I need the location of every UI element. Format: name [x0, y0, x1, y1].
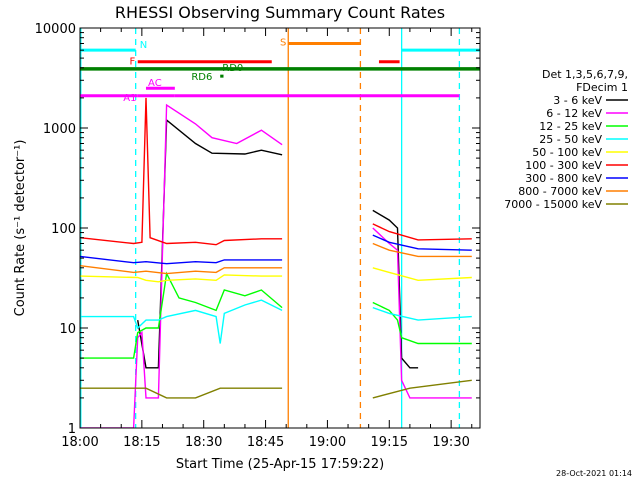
- legend-label-9: 7000 - 15000 keV: [504, 198, 602, 211]
- x-tick-label-7: 19:30: [432, 435, 469, 450]
- series-line-8-segment-2: [372, 242, 472, 258]
- legend-label-3: 12 - 25 keV: [539, 120, 602, 133]
- legend-label-7: 300 - 800 keV: [525, 172, 602, 185]
- series-line-4-segment-2: [372, 306, 472, 321]
- legend-label-4: 25 - 50 keV: [539, 133, 602, 146]
- y-tick-label-4: 1000: [43, 122, 76, 137]
- series-line-3-segment-2: [372, 301, 472, 345]
- x-tick-label-5: 19:00: [309, 435, 346, 450]
- legend-label-8: 800 - 7000 keV: [518, 185, 602, 198]
- legend-label-6: 100 - 300 keV: [525, 159, 602, 172]
- y-tick-label-2: 10: [59, 322, 76, 337]
- legend-header-line-1: Det 1,3,5,6,7,9,: [542, 68, 628, 81]
- legend-header-line-2: FDecim 1: [576, 81, 628, 94]
- x-tick-label-3: 18:30: [185, 435, 222, 450]
- y-tick-label-3: 100: [51, 222, 76, 237]
- chart-title: RHESSI Observing Summary Count Rates: [115, 3, 445, 22]
- series-line-7-segment-2: [372, 234, 472, 251]
- series-line-2-segment-1: [80, 103, 283, 428]
- date-stamp: 28-Oct-2021 01:14: [556, 469, 632, 478]
- series-line-9-segment-1: [80, 387, 283, 399]
- x-tick-label-4: 18:45: [247, 435, 284, 450]
- x-tick-label-1: 18:00: [61, 435, 98, 450]
- legend-label-2: 6 - 12 keV: [546, 107, 602, 120]
- legend-label-1: 3 - 6 keV: [553, 94, 602, 107]
- series-line-5-segment-1: [80, 274, 283, 283]
- x-tick-label-6: 19:15: [371, 435, 408, 450]
- series-line-8-segment-1: [80, 265, 283, 275]
- series-line-7-segment-1: [80, 255, 283, 265]
- series-line-6-segment-1: [80, 97, 283, 246]
- series-line-5-segment-2: [372, 267, 472, 282]
- flag-label-a1: A1: [123, 93, 136, 104]
- series-line-6-segment-2: [372, 223, 472, 241]
- flag-label-rd0: RD0: [222, 63, 243, 74]
- y-tick-label-1: 1: [68, 422, 76, 437]
- y-tick-label-5: 10000: [35, 22, 76, 37]
- x-tick-label-2: 18:15: [123, 435, 160, 450]
- series-line-3-segment-1: [80, 271, 283, 359]
- legend-label-5: 50 - 100 keV: [532, 146, 602, 159]
- flag-label-ac: AC: [148, 78, 162, 89]
- series-line-1-segment-1: [137, 118, 283, 369]
- series-line-9-segment-2: [372, 379, 472, 399]
- series-line-4-segment-1: [80, 299, 283, 344]
- flag-label-s: S: [280, 37, 286, 48]
- x-axis-label: Start Time (25-Apr-15 17:59:22): [176, 457, 384, 472]
- y-axis-label: Count Rate (s⁻¹ detector⁻¹): [13, 140, 28, 317]
- flag-label-rd6: RD6: [191, 72, 212, 83]
- flag-label-f: F: [129, 57, 135, 68]
- plot-area: N S F RD0 RD6 AC A1 18:00 18:15 18:30 18:45 19:00 19…: [35, 22, 481, 450]
- flag-label-n: N: [140, 40, 147, 51]
